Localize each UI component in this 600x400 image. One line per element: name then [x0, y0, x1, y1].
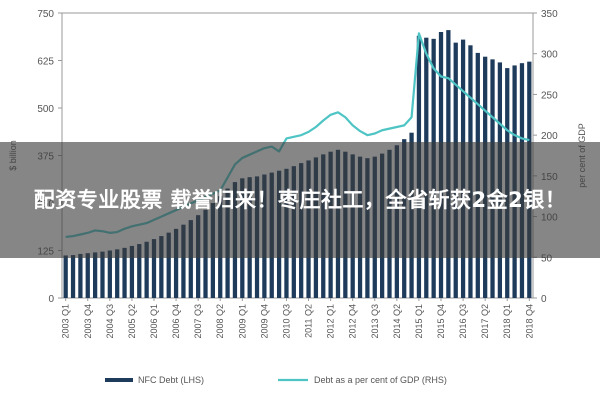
bar	[151, 239, 157, 298]
bar	[107, 250, 112, 298]
bar	[173, 228, 179, 298]
legend-label-debt-gdp: Debt as a per cent of GDP (RHS)	[314, 375, 447, 385]
x-tick-label: 2003 Q1	[61, 304, 71, 339]
y-left-tick-label: 750	[37, 9, 54, 20]
x-tick-label: 2016 Q3	[458, 304, 468, 339]
overlay-headline[interactable]: 配资专业股票 载誉归来！枣庄社工，全省斩获2金2银！	[33, 188, 567, 212]
x-tick-label: 2018 Q4	[524, 304, 534, 339]
x-tick-label: 2006 Q4	[171, 304, 181, 339]
y-right-tick-label: 50	[541, 253, 553, 264]
x-tick-label: 2003 Q4	[83, 304, 93, 339]
x-tick-label: 2017 Q2	[480, 304, 490, 339]
bar	[188, 220, 193, 298]
overlay-banner[interactable]: 配资专业股票 载誉归来！枣庄社工，全省斩获2金2银！	[0, 142, 600, 258]
x-tick-label: 2013 Q3	[370, 304, 380, 339]
x-tick-label: 2006 Q1	[149, 304, 159, 339]
x-tick-label: 2004 Q3	[105, 304, 115, 339]
x-tick-label: 2007 Q3	[193, 304, 203, 339]
bar	[70, 255, 76, 298]
bar	[85, 253, 90, 298]
bar	[100, 251, 105, 298]
y-left-tick-label: 0	[48, 294, 54, 305]
bar	[78, 253, 83, 298]
x-tick-label: 2011 Q2	[304, 304, 314, 338]
y-right-tick-label: 300	[541, 50, 558, 61]
legend-swatch-nfc-debt	[105, 378, 133, 382]
bar	[137, 244, 142, 298]
x-tick-label: 2010 Q3	[281, 304, 291, 339]
x-tick-label: 2009 Q1	[237, 304, 247, 339]
legend-label-nfc-debt: NFC Debt (LHS)	[138, 375, 204, 385]
y-left-tick-label: 625	[37, 57, 54, 68]
x-tick-label: 2008 Q2	[215, 304, 225, 339]
x-tick-label: 2012 Q4	[348, 304, 358, 339]
y-left-tick-label: 500	[37, 104, 54, 115]
y-right-tick-label: 200	[541, 131, 558, 142]
x-tick-label: 2005 Q2	[127, 304, 137, 339]
bar	[92, 252, 98, 298]
bar	[166, 232, 171, 298]
bar	[115, 249, 120, 298]
bar	[129, 245, 135, 298]
x-tick-label: 2015 Q4	[436, 304, 446, 339]
bar	[122, 247, 127, 298]
bar	[159, 236, 164, 298]
y-right-tick-label: 250	[541, 90, 558, 101]
y-right-tick-label: 350	[541, 9, 558, 20]
x-tick-label: 2014 Q2	[392, 304, 402, 339]
bar	[63, 255, 68, 298]
bar	[181, 224, 186, 298]
x-tick-label: 2012 Q1	[326, 304, 336, 339]
x-tick-label: 2009 Q4	[259, 304, 269, 339]
x-tick-label: 2018 Q1	[502, 304, 512, 339]
y-right-tick-label: 0	[541, 294, 547, 305]
bar	[144, 241, 149, 298]
x-tick-label: 2015 Q1	[414, 304, 424, 339]
legend: NFC Debt (LHS) Debt as a per cent of GDP …	[105, 375, 447, 385]
